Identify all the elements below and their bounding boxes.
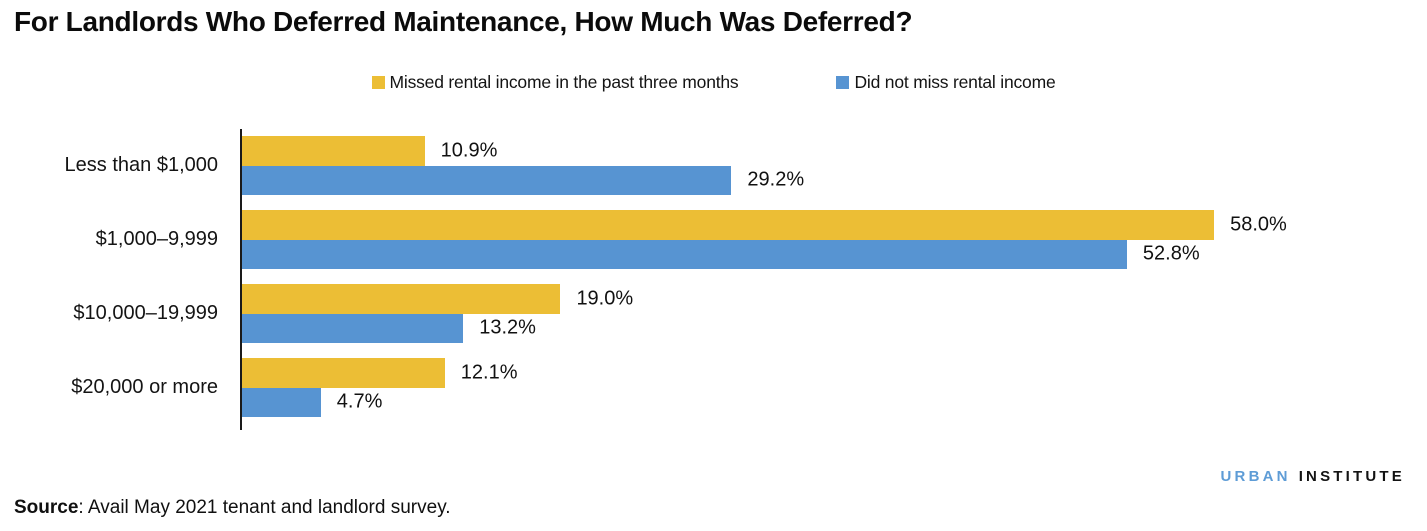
legend-label: Did not miss rental income (854, 72, 1056, 92)
bar-missed-rental-income: 12.1% (242, 358, 518, 388)
bar-value-label: 10.9% (440, 139, 498, 162)
legend: Missed rental income in the past three m… (0, 72, 1427, 93)
category-label: $20,000 or more (71, 376, 218, 398)
bar-missed-rental-income: 58.0% (242, 210, 1287, 240)
bar-did-not-miss: 13.2% (242, 313, 536, 343)
bar-value-label: 29.2% (747, 168, 805, 191)
bar-value-label: 12.1% (460, 361, 518, 384)
bar-value-label: 4.7% (336, 390, 383, 413)
bar-did-not-miss: 4.7% (242, 387, 382, 417)
category-label: Less than $1,000 (64, 154, 218, 176)
category-label: $1,000–9,999 (95, 228, 218, 250)
chart-title: For Landlords Who Deferred Maintenance, … (14, 6, 913, 37)
bar-missed-rental-income: 19.0% (242, 284, 633, 314)
source-text: : Avail May 2021 tenant and landlord sur… (78, 497, 451, 518)
bar-did-not-miss: 52.8% (242, 239, 1200, 269)
y-axis-line (240, 129, 242, 430)
legend-label: Missed rental income in the past three m… (389, 72, 739, 92)
legend-item: Missed rental income in the past three m… (371, 72, 739, 93)
legend-swatch-icon (836, 76, 850, 89)
logo-institute: INSTITUTE (1298, 468, 1405, 485)
bar-value-label: 19.0% (576, 287, 634, 310)
legend-swatch-icon (371, 76, 385, 89)
source-label: Source (14, 497, 79, 518)
bar-value-label: 52.8% (1142, 242, 1200, 265)
bar-chart: Less than $1,000 10.9% 29.2% $1,000–9,999 58… (0, 129, 1427, 431)
urban-institute-logo: URBAN INSTITUTE (1221, 468, 1405, 485)
bar-value-label: 13.2% (479, 316, 536, 339)
bar-did-not-miss: 29.2% (242, 165, 804, 195)
category-label: $10,000–19,999 (73, 302, 218, 324)
legend-item: Did not miss rental income (836, 72, 1056, 93)
source-note: Source: Avail May 2021 tenant and landlo… (14, 497, 451, 519)
bar-value-label: 58.0% (1230, 213, 1287, 236)
logo-urban: URBAN (1220, 468, 1291, 485)
bar-missed-rental-income: 10.9% (242, 136, 497, 166)
